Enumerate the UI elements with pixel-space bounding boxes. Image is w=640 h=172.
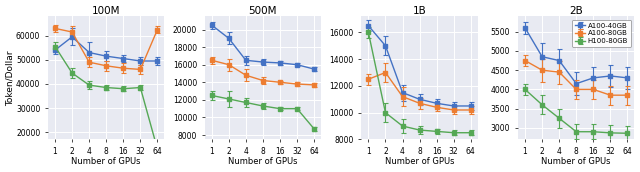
Y-axis label: Token/Dollar: Token/Dollar [6,50,15,106]
X-axis label: Number of GPUs: Number of GPUs [385,157,454,166]
X-axis label: Number of GPUs: Number of GPUs [72,157,141,166]
Title: 100M: 100M [92,6,120,15]
Legend: A100-40GB, A100-80GB, H100-80GB: A100-40GB, A100-80GB, H100-80GB [572,20,631,47]
Title: 1B: 1B [413,6,426,15]
Title: 2B: 2B [570,6,583,15]
X-axis label: Number of GPUs: Number of GPUs [541,157,611,166]
Title: 500M: 500M [248,6,277,15]
X-axis label: Number of GPUs: Number of GPUs [228,157,298,166]
